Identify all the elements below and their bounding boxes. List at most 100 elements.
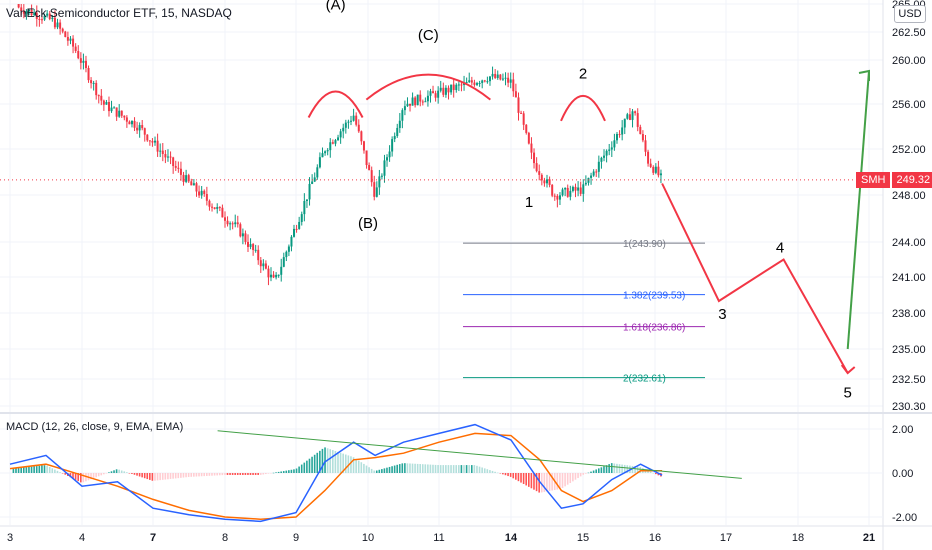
- macd-histogram-bar: [543, 473, 546, 492]
- wave-label: 4: [776, 240, 784, 257]
- macd-histogram-bar: [213, 473, 216, 476]
- candle-body: [483, 80, 486, 82]
- macd-histogram-bar: [429, 464, 432, 473]
- candle-body: [182, 174, 185, 182]
- candle-body: [631, 111, 634, 120]
- candle-body: [151, 141, 154, 143]
- macd-histogram-bar: [360, 462, 363, 473]
- macd-histogram-bar: [295, 468, 298, 473]
- candle-body: [470, 80, 473, 83]
- macd-histogram-bar: [146, 473, 149, 480]
- macd-histogram-bar: [603, 466, 605, 473]
- macd-histogram-bar: [512, 473, 515, 479]
- macd-histogram-bar: [38, 465, 41, 473]
- macd-histogram-bar: [585, 473, 587, 474]
- macd-histogram-bar: [368, 467, 370, 473]
- symbol-price-badge[interactable]: SMH 249.32: [856, 172, 932, 188]
- candle-body: [540, 174, 543, 181]
- macd-histogram-bar: [288, 470, 290, 473]
- macd-histogram-bar: [56, 470, 59, 473]
- macd-histogram-bar: [316, 452, 319, 473]
- time-tick-label: 10: [362, 532, 374, 544]
- macd-histogram-bar: [72, 473, 74, 479]
- macd-histogram-bar: [244, 473, 247, 475]
- macd-histogram-bar: [608, 464, 610, 473]
- candle-body: [401, 110, 404, 121]
- macd-histogram-bar: [432, 464, 434, 473]
- candle-body: [208, 200, 211, 207]
- candle-body: [318, 157, 321, 168]
- candle-body: [118, 110, 121, 117]
- candle-body: [61, 28, 64, 32]
- macd-histogram-bar: [259, 473, 262, 475]
- macd-histogram-bar: [167, 473, 169, 480]
- macd-histogram-bar: [108, 472, 110, 473]
- candle-body: [226, 220, 229, 225]
- candle-body: [613, 140, 616, 148]
- time-tick-label: 17: [720, 532, 732, 544]
- macd-histogram-bar: [347, 455, 350, 473]
- macd-histogram-bar: [639, 467, 642, 473]
- candle-body: [352, 115, 355, 121]
- candle-body: [337, 137, 340, 141]
- candle-body: [522, 113, 525, 125]
- candle-body: [543, 180, 546, 184]
- fib-extension[interactable]: 1(243.90) 1.382(239.53) 1.618(236.86) 2(232…: [463, 239, 705, 385]
- macd-histogram-bar: [605, 465, 608, 473]
- candle-body: [618, 134, 621, 136]
- macd-histogram-bar: [350, 456, 352, 473]
- macd-histogram-bar: [587, 472, 590, 474]
- candle-body: [530, 143, 533, 153]
- candle-body: [406, 103, 409, 107]
- macd-histogram-bar: [334, 450, 337, 473]
- macd-histogram-bar: [206, 473, 208, 476]
- macd-histogram-bar: [450, 465, 452, 473]
- macd-histogram-bar: [136, 473, 138, 476]
- macd-histogram-bar: [92, 473, 95, 479]
- candle-body: [460, 84, 463, 86]
- candle-body: [102, 100, 105, 105]
- candle-body: [626, 114, 629, 119]
- time-tick-label: 18: [792, 532, 804, 544]
- currency-badge[interactable]: USD: [894, 5, 926, 23]
- candle-body: [287, 246, 290, 252]
- macd-histogram-bar: [20, 467, 22, 473]
- wave-label: 2: [579, 66, 587, 83]
- candle-body: [331, 142, 334, 144]
- macd-histogram-bar: [118, 469, 120, 473]
- macd-histogram-bar: [15, 468, 17, 473]
- macd-tick-label: -2.00: [892, 512, 917, 524]
- candle-body: [378, 176, 381, 188]
- candle-body: [120, 110, 123, 116]
- chart-title: VanEck Semiconductor ETF, 15, NASDAQ: [6, 6, 232, 20]
- candle-body: [535, 163, 538, 172]
- macd-histogram-bar: [252, 473, 254, 475]
- candle-body: [92, 82, 95, 84]
- last-price-label: 249.32: [892, 172, 932, 188]
- macd-histogram-bar: [277, 471, 280, 473]
- macd-histogram-bar: [51, 468, 54, 473]
- macd-histogram-bar: [185, 473, 187, 478]
- macd-histogram-bar: [97, 473, 100, 477]
- macd-histogram-bar: [208, 473, 211, 476]
- macd-histogram-bar: [265, 473, 267, 475]
- wave-label: 3: [718, 306, 726, 323]
- macd-histogram-bar: [538, 473, 540, 493]
- candle-body: [159, 150, 162, 152]
- candle-body: [393, 136, 396, 140]
- candle-body: [437, 90, 440, 98]
- wave-drawings[interactable]: (A) (B) (C) 1 2 3 4 5: [307, 0, 870, 401]
- macd-histogram-bar: [437, 465, 439, 473]
- candle-body: [628, 114, 631, 120]
- macd-histogram-bar: [30, 466, 33, 473]
- macd-histogram-bar: [502, 473, 504, 475]
- candle-body: [339, 131, 342, 138]
- time-tick-label: 21: [863, 532, 875, 544]
- candle-body: [257, 249, 260, 261]
- macd-histogram-bar: [48, 467, 51, 473]
- macd-histogram-bar: [649, 471, 652, 473]
- macd-histogram-bar: [378, 469, 381, 473]
- candle-body: [56, 22, 59, 28]
- macd-histogram-bar: [128, 473, 131, 474]
